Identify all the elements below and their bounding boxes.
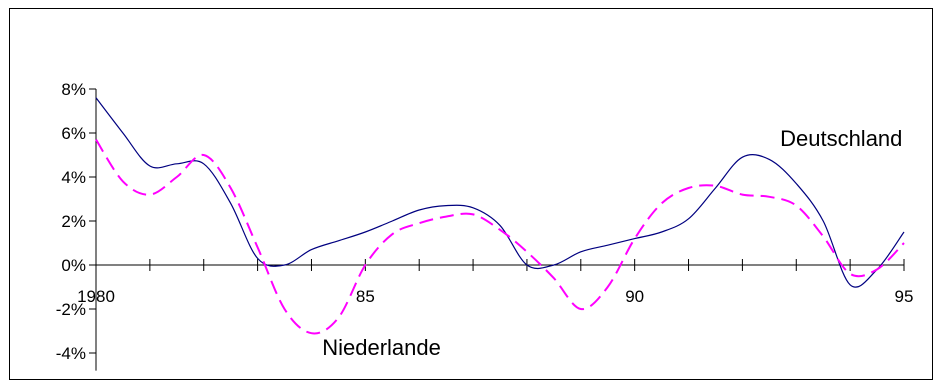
x-tick-label: 90 (625, 287, 644, 306)
y-tick-label: 4% (61, 168, 86, 187)
y-tick-label: -4% (56, 344, 86, 363)
axes (95, 89, 904, 371)
series-label-niederlande: Niederlande (322, 335, 441, 360)
y-tick-label: 2% (61, 212, 86, 231)
x-tick-label: 1980 (77, 287, 115, 306)
x-tick-label: 95 (895, 287, 914, 306)
y-axis-ticks: 8% 6% 4% 2% 0% -2% -4% (56, 80, 96, 363)
y-tick-label: -2% (56, 300, 86, 319)
x-axis-ticks: 1980 85 90 95 (77, 259, 913, 306)
y-tick-label: 0% (61, 256, 86, 275)
x-tick-label: 85 (356, 287, 375, 306)
series-line-niederlande (95, 139, 905, 335)
series-line-deutschland (95, 97, 905, 288)
y-tick-label: 8% (61, 80, 86, 99)
line-chart: 8% 6% 4% 2% 0% -2% -4% 1980 85 90 95 Deutschland N… (56, 80, 913, 371)
series-labels: Deutschland Niederlande (322, 126, 902, 360)
series-label-deutschland: Deutschland (780, 126, 902, 151)
chart-frame: 8% 6% 4% 2% 0% -2% -4% 1980 85 90 95 Deutschland N… (9, 8, 933, 380)
y-tick-label: 6% (61, 124, 86, 143)
series-layer (95, 97, 905, 335)
